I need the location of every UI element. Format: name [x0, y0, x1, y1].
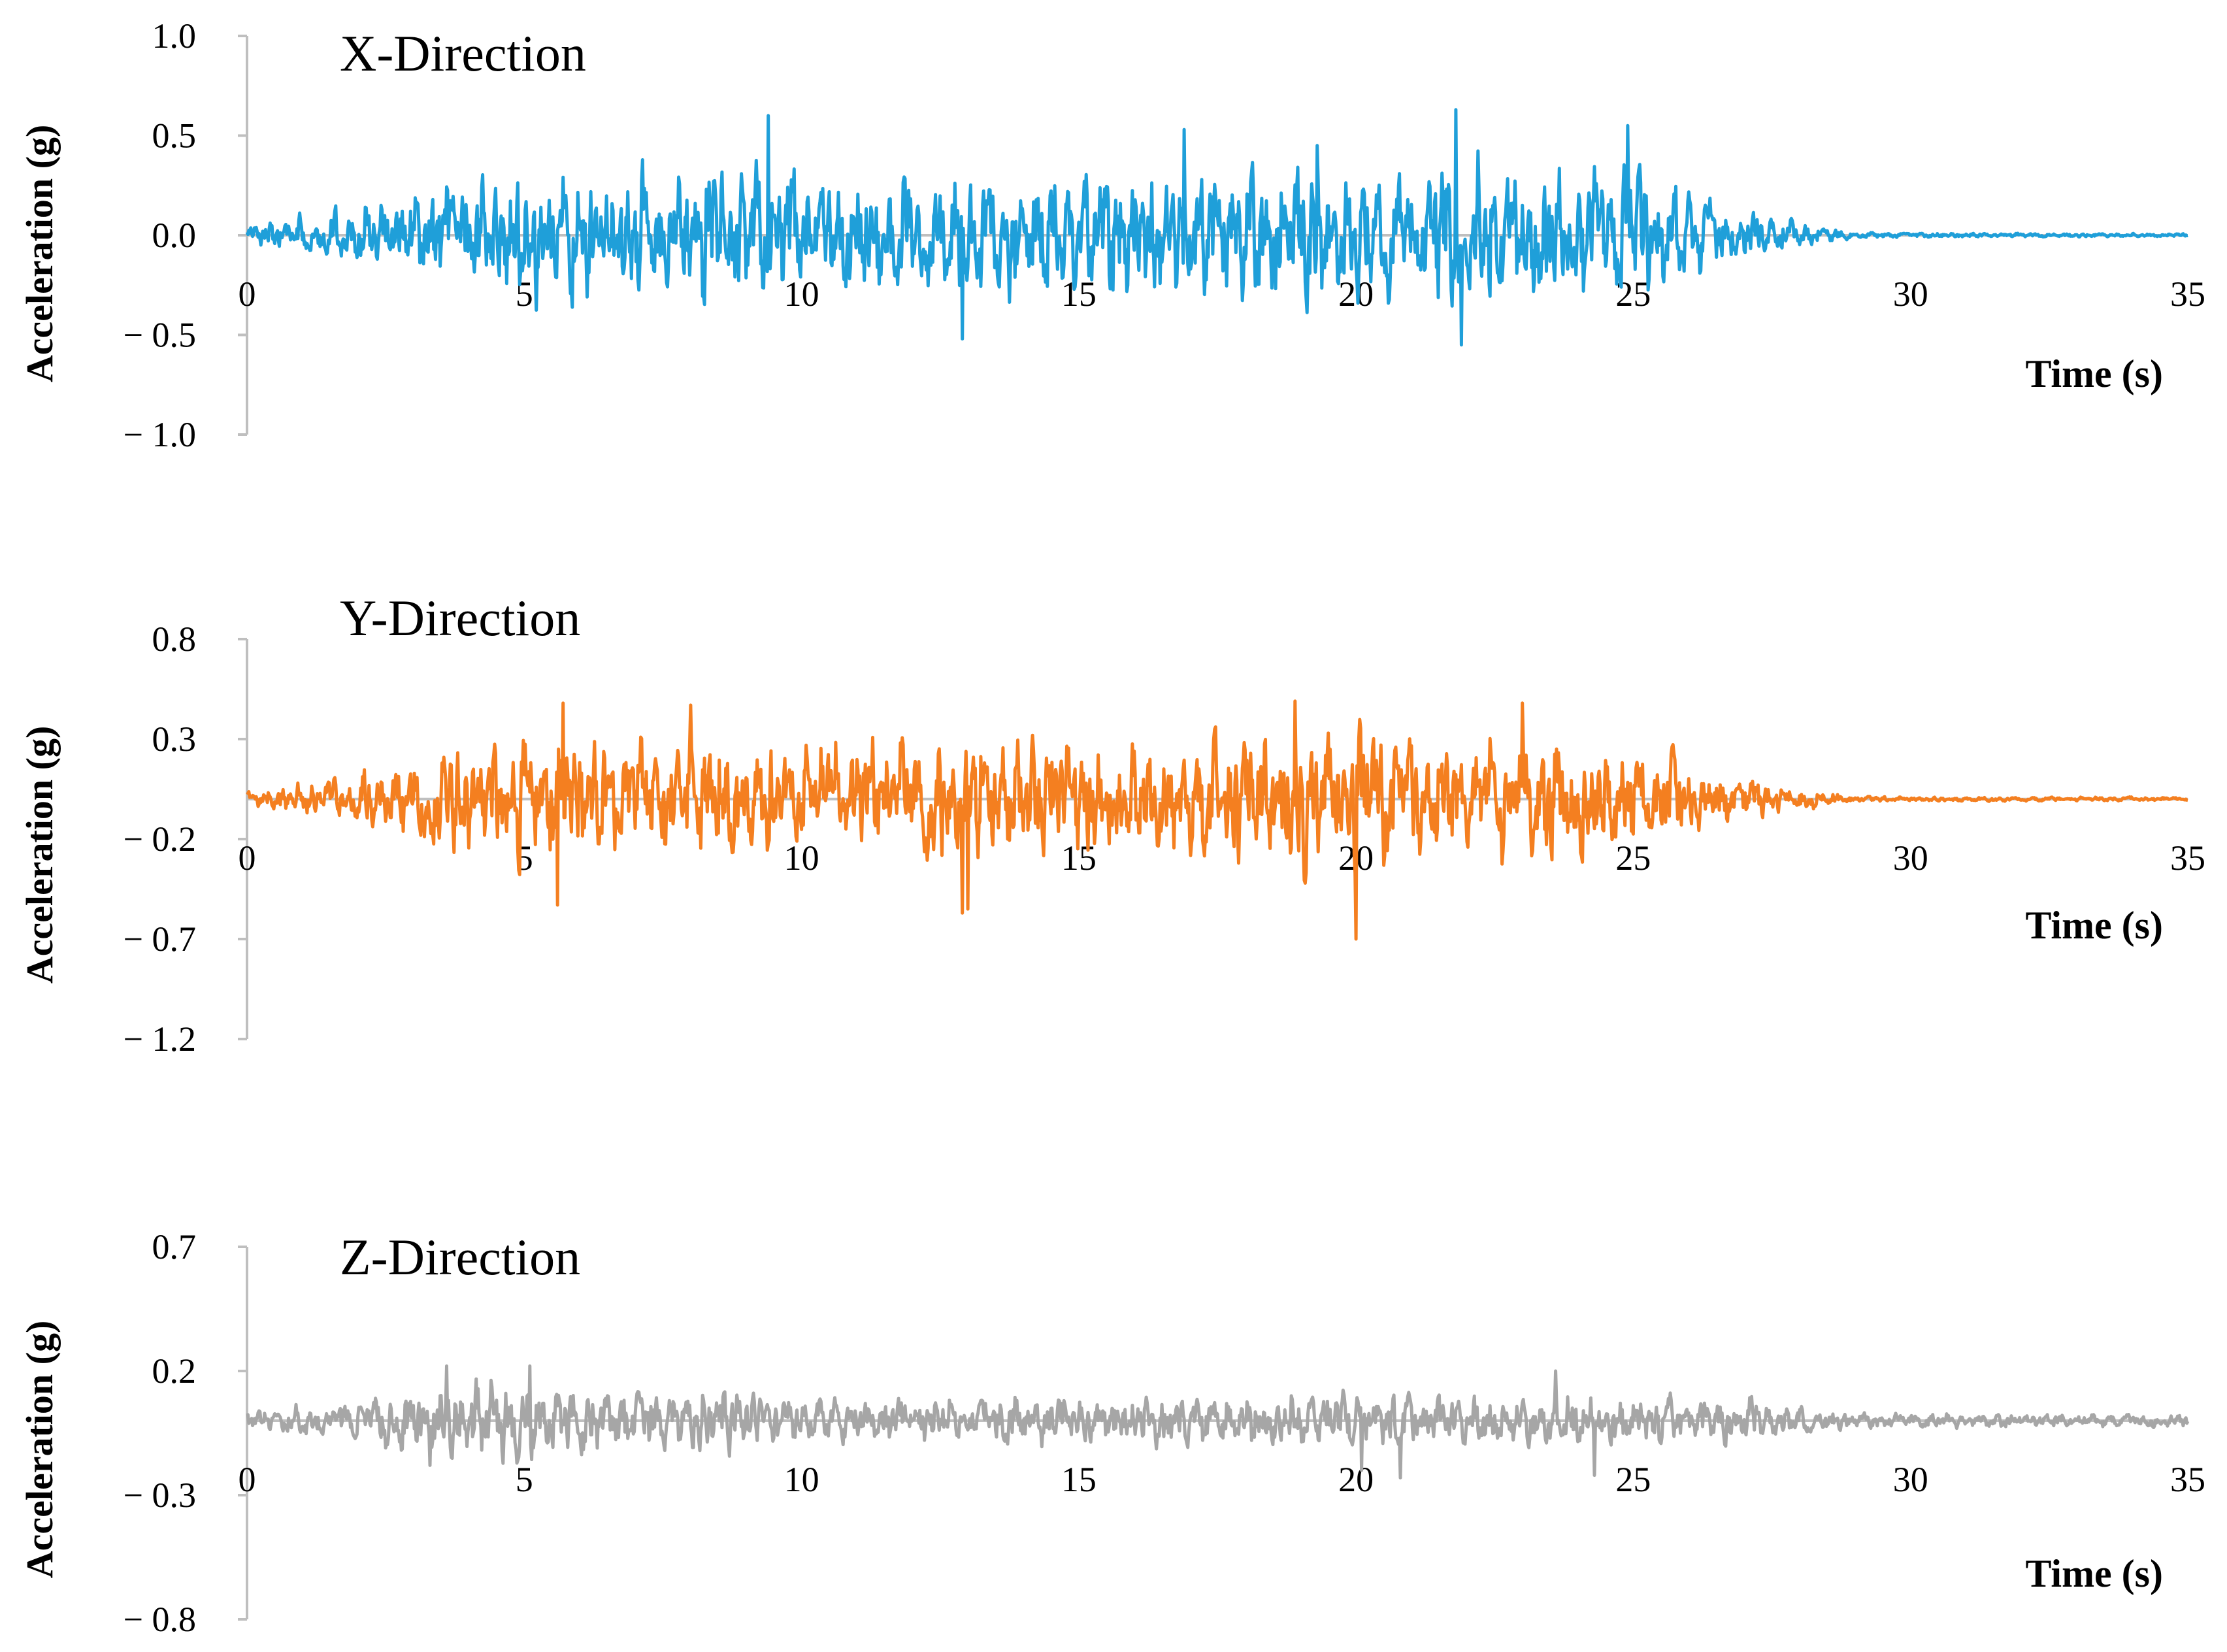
x-tick-label: 5 [516, 1460, 533, 1499]
y-tick-label: − 1.2 [124, 1019, 196, 1059]
x-tick-label: 35 [2170, 838, 2205, 878]
acceleration-series-line [245, 108, 2189, 347]
x-tick-label: 35 [2170, 1460, 2205, 1499]
y-tick-label: − 0.7 [124, 919, 196, 959]
x-tick-label: 25 [1615, 838, 1651, 878]
x-tick-label: 10 [784, 838, 819, 878]
y-tick-label: − 0.5 [124, 316, 196, 355]
x-tick-label: 0 [239, 838, 256, 878]
y-tick-label: − 1.0 [124, 415, 196, 454]
y-tick-label: 0.0 [152, 216, 197, 255]
x-tick-label: 30 [1893, 838, 1928, 878]
y-tick-label: − 0.2 [124, 819, 196, 859]
chart-panel-3: 0.7 0.2 − 0.3 − 0.8 0 5 10 15 20 25 30 35 Z-Directio… [18, 1227, 2205, 1639]
x-tick-label: 20 [1338, 1460, 1374, 1499]
y-tick-label: 0.2 [152, 1351, 197, 1391]
x-tick-label: 0 [239, 1460, 256, 1499]
y-tick-label: 0.5 [152, 116, 197, 156]
y-tick-label: 0.7 [152, 1227, 197, 1266]
y-tick-label: − 0.8 [124, 1600, 196, 1639]
y-tick-label: 1.0 [152, 16, 197, 56]
chart-panel-2: 0.80.3− 0.2− 0.7− 1.20 5 10 15 20 25 30 35Y-Dir… [18, 589, 2205, 1059]
acceleration-series-line [246, 699, 2189, 941]
x-tick-label: 35 [2170, 274, 2205, 314]
x-tick-label: 10 [784, 1460, 819, 1499]
y-tick-label: 0.8 [152, 620, 197, 659]
x-tick-label: 30 [1893, 274, 1928, 314]
x-tick-label: 15 [1061, 1460, 1097, 1499]
chart-title: X-Direction [340, 25, 586, 82]
x-tick-label: 15 [1061, 274, 1097, 314]
y-axis-label: Acceleration (g) [18, 726, 61, 984]
x-tick-label: 25 [1615, 1460, 1651, 1499]
acceleration-series-line [246, 1364, 2190, 1479]
chart-title: Y-Direction [340, 589, 580, 646]
x-tick-label: 0 [239, 274, 256, 314]
x-axis-label: Time (s) [2025, 1552, 2163, 1595]
x-axis-label: Time (s) [2025, 352, 2163, 395]
y-tick-label: − 0.3 [124, 1476, 196, 1515]
x-tick-label: 10 [784, 274, 819, 314]
y-axis-label: Acceleration (g) [18, 1321, 61, 1579]
y-axis-label: Acceleration (g) [18, 125, 61, 383]
chart-title: Z-Direction [340, 1229, 580, 1285]
chart-panel-1: 1.00.50.0− 0.5− 1.00 5 10 15 20 25 30 35X-Direc… [18, 16, 2205, 454]
y-tick-label: 0.3 [152, 719, 197, 759]
x-tick-label: 30 [1893, 1460, 1928, 1499]
x-axis-label: Time (s) [2025, 904, 2163, 947]
